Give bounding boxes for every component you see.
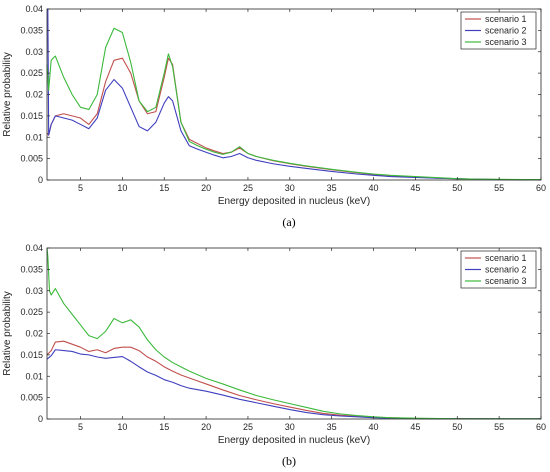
legend-label-2: scenario 2 bbox=[485, 26, 527, 36]
y-tick-label: 0.03 bbox=[25, 286, 43, 296]
x-axis-label: Energy deposited in nucleus (keV) bbox=[218, 196, 370, 207]
x-tick-label: 45 bbox=[410, 422, 420, 432]
series-line-2 bbox=[47, 8, 541, 181]
y-axis-label: Relative probability bbox=[2, 291, 13, 376]
x-tick-label: 40 bbox=[369, 422, 379, 432]
legend-label-2: scenario 2 bbox=[485, 265, 527, 275]
x-axis-label: Energy deposited in nucleus (keV) bbox=[218, 435, 370, 446]
plot-area bbox=[47, 9, 541, 180]
x-tick-label: 25 bbox=[243, 422, 253, 432]
x-tick-label: 30 bbox=[285, 183, 295, 193]
series-line-3 bbox=[46, 247, 541, 420]
y-tick-label: 0.025 bbox=[20, 68, 43, 78]
panel-label: (b) bbox=[282, 454, 296, 468]
y-tick-label: 0.015 bbox=[20, 111, 43, 121]
plot-area bbox=[47, 248, 541, 419]
series-line-2 bbox=[46, 349, 541, 420]
y-tick-label: 0.015 bbox=[20, 350, 43, 360]
x-tick-label: 5 bbox=[78, 422, 83, 432]
y-tick-label: 0.025 bbox=[20, 307, 43, 317]
x-tick-label: 50 bbox=[452, 422, 462, 432]
x-tick-label: 5 bbox=[78, 183, 83, 193]
x-tick-label: 15 bbox=[159, 422, 169, 432]
y-tick-label: 0.02 bbox=[25, 90, 43, 100]
y-tick-label: 0 bbox=[38, 414, 43, 424]
y-tick-label: 0.04 bbox=[25, 243, 43, 253]
y-tick-label: 0.01 bbox=[25, 371, 43, 381]
x-tick-label: 55 bbox=[494, 422, 504, 432]
panel-label: (a) bbox=[282, 215, 295, 229]
x-tick-label: 50 bbox=[452, 183, 462, 193]
x-tick-label: 35 bbox=[327, 183, 337, 193]
chart-panel-a: 5 10 15 20 25 30 35 40 45 50 55 60 0 0.005 0.01 0.015 0.… bbox=[2, 4, 546, 229]
x-tick-label: 25 bbox=[243, 183, 253, 193]
y-tick-label: 0.005 bbox=[20, 393, 43, 403]
x-tick-label: 45 bbox=[410, 183, 420, 193]
y-tick-label: 0.035 bbox=[20, 25, 43, 35]
y-axis-label: Relative probability bbox=[2, 52, 13, 137]
legend-label-3: scenario 3 bbox=[485, 37, 527, 47]
x-tick-label: 30 bbox=[285, 422, 295, 432]
x-tick-label: 20 bbox=[201, 422, 211, 432]
y-tick-label: 0.04 bbox=[25, 4, 43, 14]
y-tick-label: 0.03 bbox=[25, 47, 43, 57]
y-tick-label: 0.01 bbox=[25, 132, 43, 142]
series-line-3 bbox=[46, 27, 541, 181]
x-tick-label: 60 bbox=[536, 422, 546, 432]
x-tick-label: 40 bbox=[369, 183, 379, 193]
y-tick-label: 0.005 bbox=[20, 154, 43, 164]
y-tick-label: 0 bbox=[38, 175, 43, 185]
y-tick-label: 0.02 bbox=[25, 329, 43, 339]
y-tick-label: 0.035 bbox=[20, 264, 43, 274]
x-tick-label: 55 bbox=[494, 183, 504, 193]
x-tick-label: 10 bbox=[117, 183, 127, 193]
chart-panel-b: 5 10 15 20 25 30 35 40 45 50 55 60 0 0.005 0.01 0.015 0.… bbox=[2, 243, 546, 468]
x-tick-label: 60 bbox=[536, 183, 546, 193]
x-tick-label: 10 bbox=[117, 422, 127, 432]
legend-label-3: scenario 3 bbox=[485, 276, 527, 286]
legend-label-1: scenario 1 bbox=[485, 253, 527, 263]
x-tick-label: 35 bbox=[327, 422, 337, 432]
legend-label-1: scenario 1 bbox=[485, 14, 527, 24]
x-tick-label: 20 bbox=[201, 183, 211, 193]
x-tick-label: 15 bbox=[159, 183, 169, 193]
